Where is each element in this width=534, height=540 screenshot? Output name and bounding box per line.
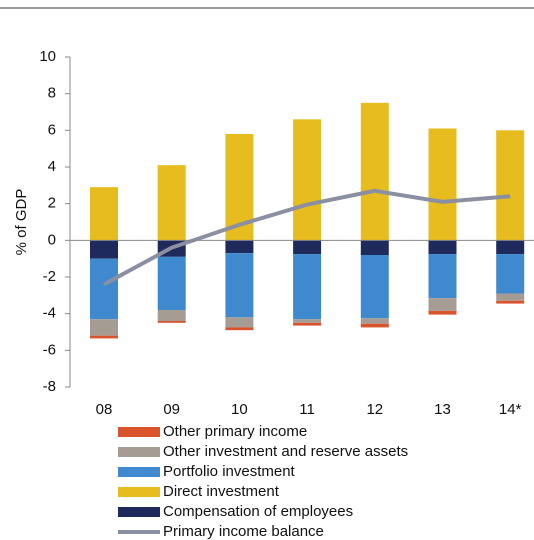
legend-swatch: [118, 507, 160, 517]
legend-swatch: [118, 487, 160, 497]
y-tick-label: -2: [43, 268, 56, 285]
x-tick-label: 13: [434, 401, 451, 418]
bar-segment: [225, 317, 254, 328]
bar-segment: [225, 327, 254, 331]
bar-segment: [428, 240, 457, 255]
legend-label: Portfolio investment: [163, 463, 296, 480]
bar-segment: [157, 321, 186, 323]
bar-segment: [428, 128, 457, 241]
bar-segment: [293, 254, 322, 320]
y-tick-label: -8: [43, 378, 56, 395]
bar-segment: [360, 255, 389, 319]
y-tick-label: 0: [48, 231, 56, 248]
bar-segment: [293, 119, 322, 241]
legend-label: Other investment and reserve assets: [163, 443, 408, 460]
y-tick-label: -4: [43, 305, 56, 322]
y-tick-label: 10: [39, 48, 56, 65]
bar-segment: [293, 319, 322, 323]
y-tick-label: -6: [43, 341, 56, 358]
line-series: [103, 188, 511, 287]
bar-segment: [90, 187, 118, 241]
bar-segment: [90, 319, 118, 336]
bar-segment: [90, 335, 118, 339]
x-tick-label: 14*: [499, 401, 522, 418]
bar-segment: [90, 240, 118, 259]
bar-segment: [90, 258, 118, 320]
x-tick-label: 10: [231, 401, 248, 418]
bar-segment: [360, 102, 389, 241]
bar-segment: [157, 310, 186, 321]
y-tick-label: 6: [48, 121, 56, 138]
bar-segment: [293, 240, 322, 255]
y-tick-label: 4: [48, 158, 56, 175]
legend-swatch: [118, 427, 160, 437]
bar-segment: [293, 322, 322, 326]
bar-segment: [360, 318, 389, 324]
bar-segment: [157, 256, 186, 310]
legend-label: Direct investment: [163, 483, 280, 500]
x-tick-label: 08: [96, 401, 113, 418]
y-tick-label: 8: [48, 85, 56, 102]
bar-segment: [428, 310, 457, 315]
bar-segment: [496, 293, 525, 301]
bar-segment: [225, 240, 254, 254]
bar-segment: [360, 323, 389, 328]
legend-label: Other primary income: [163, 423, 307, 440]
bar-segment: [496, 130, 525, 241]
legend-swatch: [118, 447, 160, 457]
bar-segment: [428, 298, 457, 311]
bar-segment: [496, 300, 525, 304]
y-axis-label: % of GDP: [13, 189, 30, 256]
x-tick-label: 12: [366, 401, 383, 418]
bar-segment: [428, 254, 457, 299]
x-tick-label: 11: [299, 401, 315, 418]
bar-segment: [360, 240, 389, 255]
bar-segment: [157, 165, 186, 241]
legend-label: Primary income balance: [163, 523, 324, 540]
legend-label: Compensation of employees: [163, 503, 353, 520]
legend-swatch: [118, 467, 160, 477]
bar-segment: [225, 253, 254, 318]
bar-segment: [496, 240, 525, 255]
x-tick-label: 09: [163, 401, 180, 418]
y-tick-label: 2: [48, 195, 56, 212]
bar-segment: [496, 254, 525, 294]
